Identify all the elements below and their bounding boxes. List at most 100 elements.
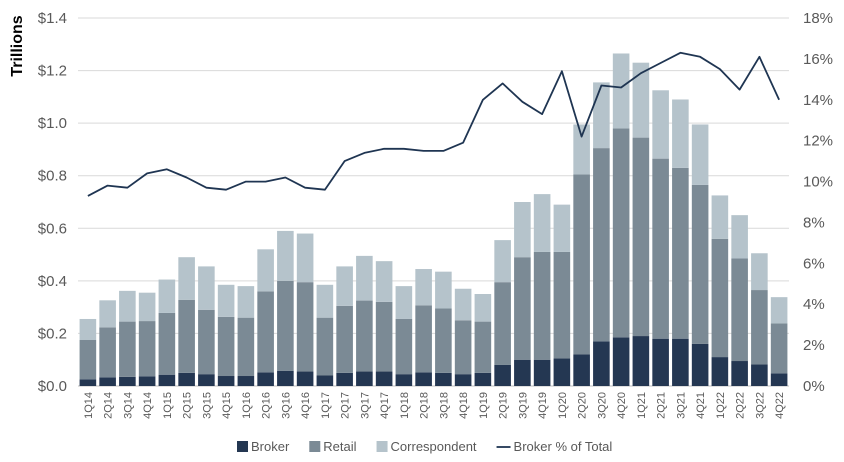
x-tick-label: 3Q19 <box>517 392 529 419</box>
x-tick-label: 4Q20 <box>616 392 628 419</box>
bar-retail <box>573 174 590 355</box>
x-tick-label: 1Q20 <box>557 392 569 419</box>
line-series <box>87 51 780 197</box>
y-tick-label: $0.8 <box>38 168 67 185</box>
bar-broker <box>296 371 314 386</box>
y2-tick-label: 0% <box>803 378 825 395</box>
y2-tick-label: 10% <box>803 174 833 191</box>
bar-correspondent <box>375 261 393 302</box>
y2-tick-label: 12% <box>803 133 833 150</box>
bar-correspondent <box>553 204 571 252</box>
bar-broker <box>435 372 452 386</box>
bar-broker <box>198 374 215 386</box>
x-tick-label: 3Q20 <box>596 392 608 419</box>
bar-correspondent <box>395 286 413 319</box>
x-tick-label: 3Q14 <box>122 392 134 419</box>
bar-correspondent <box>711 195 729 239</box>
bar-broker <box>237 376 255 386</box>
y-tick-label: $0.0 <box>38 378 67 395</box>
bar-broker <box>514 359 531 386</box>
y2-tick-label: 8% <box>803 214 825 231</box>
bar-correspondent <box>632 62 650 138</box>
bar-retail <box>375 301 393 372</box>
bar-correspondent <box>612 53 630 129</box>
bar-retail <box>770 323 788 374</box>
bar-broker <box>652 338 669 386</box>
bar-broker <box>751 364 768 386</box>
bar-broker <box>138 376 156 386</box>
x-tick-label: 1Q15 <box>162 392 174 419</box>
x-tick-label: 4Q15 <box>221 392 233 419</box>
x-tick-label: 2Q17 <box>340 392 352 419</box>
bar-correspondent <box>79 318 97 340</box>
bar-broker <box>158 374 176 386</box>
x-tick-label: 2Q14 <box>103 392 115 419</box>
bar-broker <box>711 357 729 386</box>
x-axis: 1Q14 2Q14 3Q14 4Q14 1Q15 2Q15 3Q15 4Q15 1Q16 2Q16… <box>83 392 786 419</box>
bar-retail <box>79 340 97 380</box>
x-tick-label: 3Q21 <box>675 392 687 419</box>
bar-retail <box>277 280 294 371</box>
bar-retail <box>691 184 709 344</box>
bar-correspondent <box>277 230 294 281</box>
y2-tick-label: 14% <box>803 92 833 109</box>
bar-correspondent <box>494 240 511 283</box>
bar-correspondent <box>533 194 551 252</box>
bar-retail <box>612 128 630 338</box>
bar-correspondent <box>316 284 334 318</box>
x-tick-label: 3Q16 <box>280 392 292 419</box>
y2-tick-label: 6% <box>803 255 825 272</box>
bar-retail <box>632 137 650 337</box>
x-tick-label: 3Q18 <box>438 392 450 419</box>
x-tick-label: 4Q18 <box>458 392 470 419</box>
bar-correspondent <box>751 253 768 291</box>
bar-correspondent <box>652 90 669 159</box>
bar-retail <box>593 148 610 342</box>
bar-correspondent <box>691 124 709 185</box>
y-axis-right: 0% 2% 4% 6% 8% 10% 12% 14% 16% 18% <box>803 10 833 395</box>
x-tick-label: 2Q15 <box>182 392 194 419</box>
bar-correspondent <box>514 202 531 258</box>
bar-retail <box>415 305 432 373</box>
bar-broker <box>731 361 748 386</box>
bar-correspondent <box>672 99 689 168</box>
bar-retail <box>652 158 669 339</box>
bar-correspondent <box>356 255 373 301</box>
bar-correspondent <box>474 294 492 322</box>
legend-label: Retail <box>323 439 356 454</box>
bar-correspondent <box>593 82 610 149</box>
bar-broker <box>119 376 136 386</box>
x-tick-label: 2Q16 <box>261 392 273 419</box>
x-tick-label: 4Q19 <box>537 392 549 419</box>
y-tick-label: $1.2 <box>38 63 67 80</box>
y-axis-title: Trillions <box>9 15 26 76</box>
bar-broker <box>217 376 235 386</box>
x-tick-label: 1Q17 <box>320 392 332 419</box>
bar-correspondent <box>296 233 314 283</box>
bar-retail <box>454 320 472 375</box>
y-tick-label: $1.0 <box>38 115 67 132</box>
bar-retail <box>237 317 255 377</box>
bar-retail <box>494 282 511 365</box>
bar-broker <box>178 372 195 386</box>
bar-retail <box>316 317 334 376</box>
bar-broker <box>593 341 610 386</box>
bar-broker <box>553 358 571 386</box>
bar-correspondent <box>158 279 176 313</box>
bar-correspondent <box>770 297 788 324</box>
bar-retail <box>119 321 136 377</box>
bar-retail <box>672 167 689 339</box>
bar-retail <box>138 321 156 377</box>
bar-broker <box>533 359 551 386</box>
bar-retail <box>356 300 373 372</box>
x-tick-label: 4Q22 <box>774 392 786 419</box>
bar-retail <box>296 282 314 372</box>
bar-correspondent <box>415 269 432 306</box>
bar-correspondent <box>99 300 116 328</box>
bar-broker <box>395 374 413 386</box>
bar-series <box>79 53 788 386</box>
x-tick-label: 2Q20 <box>577 392 589 419</box>
gridlines <box>78 17 789 387</box>
bar-retail <box>257 291 274 373</box>
